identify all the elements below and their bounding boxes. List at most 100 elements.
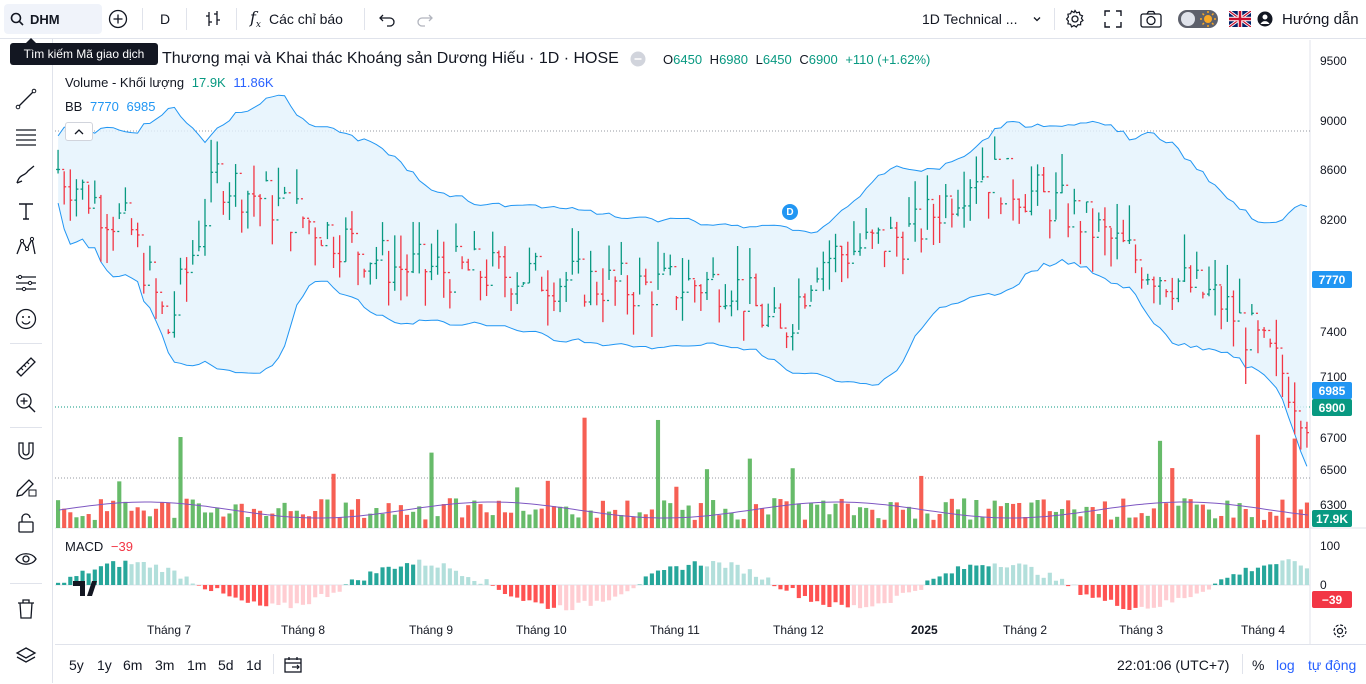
dividend-marker[interactable]: D (782, 204, 798, 220)
volume-bar (1182, 498, 1186, 528)
symbol-search[interactable]: DHM (4, 4, 102, 34)
close-price-tag: 6900 (1312, 399, 1352, 416)
fullscreen-button[interactable] (1104, 0, 1122, 38)
guide-button[interactable]: Hướng dẫn (1257, 0, 1359, 38)
range-1y-button[interactable]: 1y (97, 645, 112, 684)
undo-button[interactable] (378, 0, 396, 38)
collapse-legend-button[interactable] (65, 122, 93, 141)
macd-histogram-bar (827, 585, 831, 607)
volume-bar (907, 507, 911, 528)
volume-bar (1115, 517, 1119, 528)
zoom-tool[interactable] (12, 389, 40, 417)
macd-histogram-bar (999, 567, 1003, 585)
axis-settings-button[interactable] (1332, 623, 1348, 644)
macd-histogram-bar (1091, 585, 1095, 598)
macd-histogram-bar (344, 584, 348, 585)
macd-histogram-bar (705, 566, 709, 585)
macd-histogram-bar (68, 577, 72, 585)
clock[interactable]: 22:01:06 (UTC+7) (1117, 645, 1229, 684)
volume-bar (313, 511, 317, 528)
range-6m-button[interactable]: 6m (123, 645, 142, 684)
layers-icon (14, 645, 38, 669)
volume-bar (589, 511, 593, 528)
volume-bar (650, 509, 654, 528)
volume-bar (1250, 517, 1254, 528)
macd-histogram-bar (399, 567, 403, 585)
macd-histogram-bar (821, 585, 825, 605)
macd-histogram-bar (1011, 565, 1015, 585)
icon-tool[interactable] (12, 305, 40, 333)
macd-histogram-bar (766, 578, 770, 585)
pattern-tool[interactable] (12, 233, 40, 261)
volume-bar (1268, 512, 1272, 528)
volume-bar (717, 515, 721, 528)
price-chart[interactable] (55, 40, 1366, 644)
hide-tool[interactable] (12, 545, 40, 573)
bb-upper-value: 7770 (90, 99, 119, 114)
range-1d-button[interactable]: 1d (246, 645, 262, 684)
settings-button[interactable] (1065, 0, 1085, 38)
measure-tool[interactable] (12, 353, 40, 381)
volume-bar (466, 505, 470, 528)
volume-bar (442, 504, 446, 528)
volume-bar (295, 511, 299, 528)
volume-bar (595, 518, 599, 528)
volume-bar (448, 498, 452, 528)
macd-histogram-bar (1244, 568, 1248, 585)
brush-tool[interactable] (12, 161, 40, 189)
macd-histogram-bar (1017, 564, 1021, 585)
interval-button[interactable]: D (160, 0, 170, 38)
macd-histogram-bar (264, 585, 268, 606)
volume-bar (1238, 503, 1242, 528)
volume-bar (1176, 506, 1180, 528)
theme-toggle[interactable] (1177, 0, 1219, 38)
log-scale-button[interactable]: log (1276, 645, 1295, 684)
stay-in-drawing-tool[interactable] (12, 473, 40, 501)
indicators-button[interactable]: fx Các chỉ báo (250, 0, 343, 38)
fib-tool[interactable] (12, 123, 40, 151)
macd-histogram-bar (215, 585, 219, 588)
object-tree-tool[interactable] (12, 643, 40, 671)
language-button[interactable] (1229, 0, 1251, 38)
range-1m-button[interactable]: 1m (187, 645, 206, 684)
macd-histogram-bar (1219, 579, 1223, 585)
layout-select[interactable]: 1D Technical ... (922, 0, 1043, 38)
delete-tool[interactable] (12, 595, 40, 623)
macd-histogram-bar (56, 583, 60, 585)
range-5d-button[interactable]: 5d (218, 645, 234, 684)
volume-bar (570, 514, 574, 528)
magnet-tool[interactable] (12, 437, 40, 465)
volume-bar (736, 520, 740, 528)
macd-histogram-bar (478, 584, 482, 585)
percent-scale-button[interactable]: % (1252, 645, 1264, 684)
legend-hide-button[interactable] (630, 51, 646, 70)
macd-histogram-bar (393, 569, 397, 585)
goto-date-button[interactable] (284, 645, 304, 684)
macd-histogram-bar (1109, 585, 1113, 600)
text-tool[interactable] (12, 197, 40, 225)
macd-histogram-bar (742, 574, 746, 585)
volume-bar (423, 519, 427, 528)
volume-bar (1262, 520, 1266, 528)
macd-histogram-bar (515, 585, 519, 598)
bottom-toolbar: 5y 1y 6m 3m 1m 5d 1d 22:01:06 (UTC+7) % … (55, 644, 1366, 684)
macd-histogram-bar (405, 563, 409, 585)
volume-bar (809, 503, 813, 528)
range-3m-button[interactable]: 3m (155, 645, 174, 684)
redo-button[interactable] (416, 0, 434, 38)
prediction-tool[interactable] (12, 269, 40, 297)
macd-histogram-bar (589, 585, 593, 606)
macd-histogram-bar (729, 562, 733, 585)
range-5y-button[interactable]: 5y (69, 645, 84, 684)
chart-type-button[interactable] (203, 0, 223, 38)
volume-bar (234, 504, 238, 528)
auto-scale-button[interactable]: tự động (1308, 645, 1356, 684)
volume-bar (405, 515, 409, 528)
screenshot-button[interactable] (1140, 0, 1162, 38)
trend-line-tool[interactable] (12, 85, 40, 113)
compare-add-button[interactable] (108, 0, 128, 38)
lock-tool[interactable] (12, 509, 40, 537)
macd-histogram-bar (1029, 567, 1033, 585)
volume-bar (980, 517, 984, 528)
volume-bar (1219, 516, 1223, 528)
